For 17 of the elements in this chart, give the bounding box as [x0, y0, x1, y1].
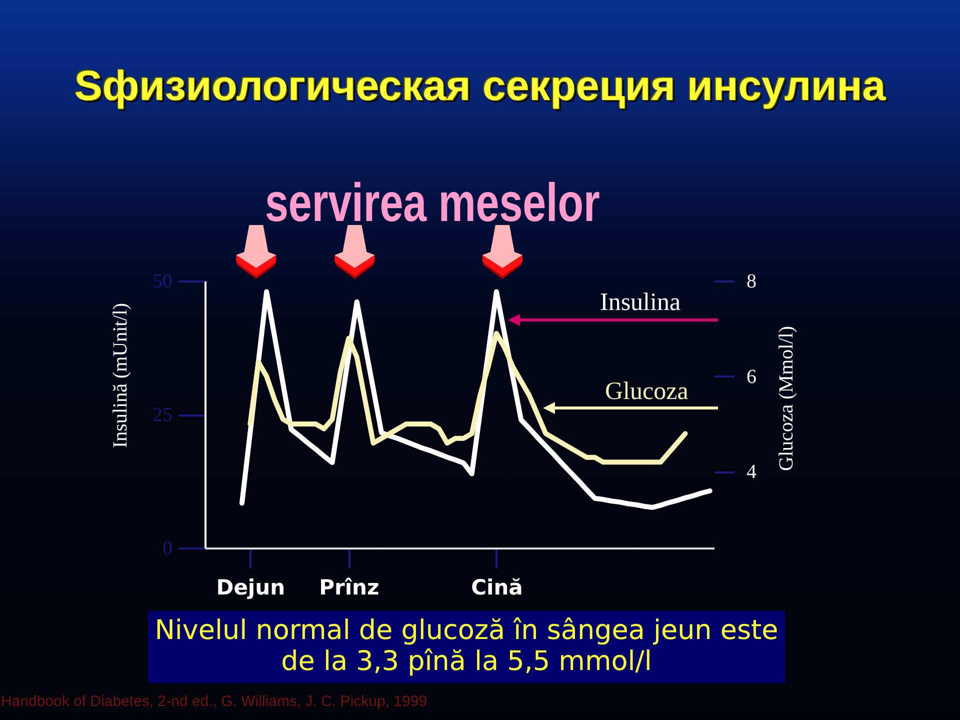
y-tick-label: 50 [152, 270, 172, 292]
legend-label: Glucoza [605, 378, 688, 406]
x-tick-label: Dejun [216, 576, 286, 600]
y2-axis-title: Glucoza (Mmol/l) [776, 326, 798, 471]
y2-tick-label: 4 [746, 461, 756, 484]
y-tick-label: 25 [152, 404, 172, 426]
text: servirea meselor [265, 173, 600, 233]
y-axis-title: Insulină (mUnit/l) [110, 303, 132, 448]
x-tick-label: Cină [471, 576, 523, 600]
x-tick-label: Prînz [319, 576, 380, 600]
chart-title: Sфизиологическая секреция инсулина [73, 61, 887, 111]
y2-tick-label: 8 [746, 270, 756, 292]
text: Nivelul normal de glucoză în sângea jeun este de la 3,3 pînă la 5,5 mmol/l [148, 611, 785, 683]
text: Insulina [600, 289, 681, 317]
y-tick-label: 0 [162, 538, 172, 560]
y2-tick-label: 6 [746, 366, 756, 388]
text: Handbook of Diabetes, 2-nd ed., G. Williams, J. C. Pickup, 1999 [1, 693, 428, 710]
